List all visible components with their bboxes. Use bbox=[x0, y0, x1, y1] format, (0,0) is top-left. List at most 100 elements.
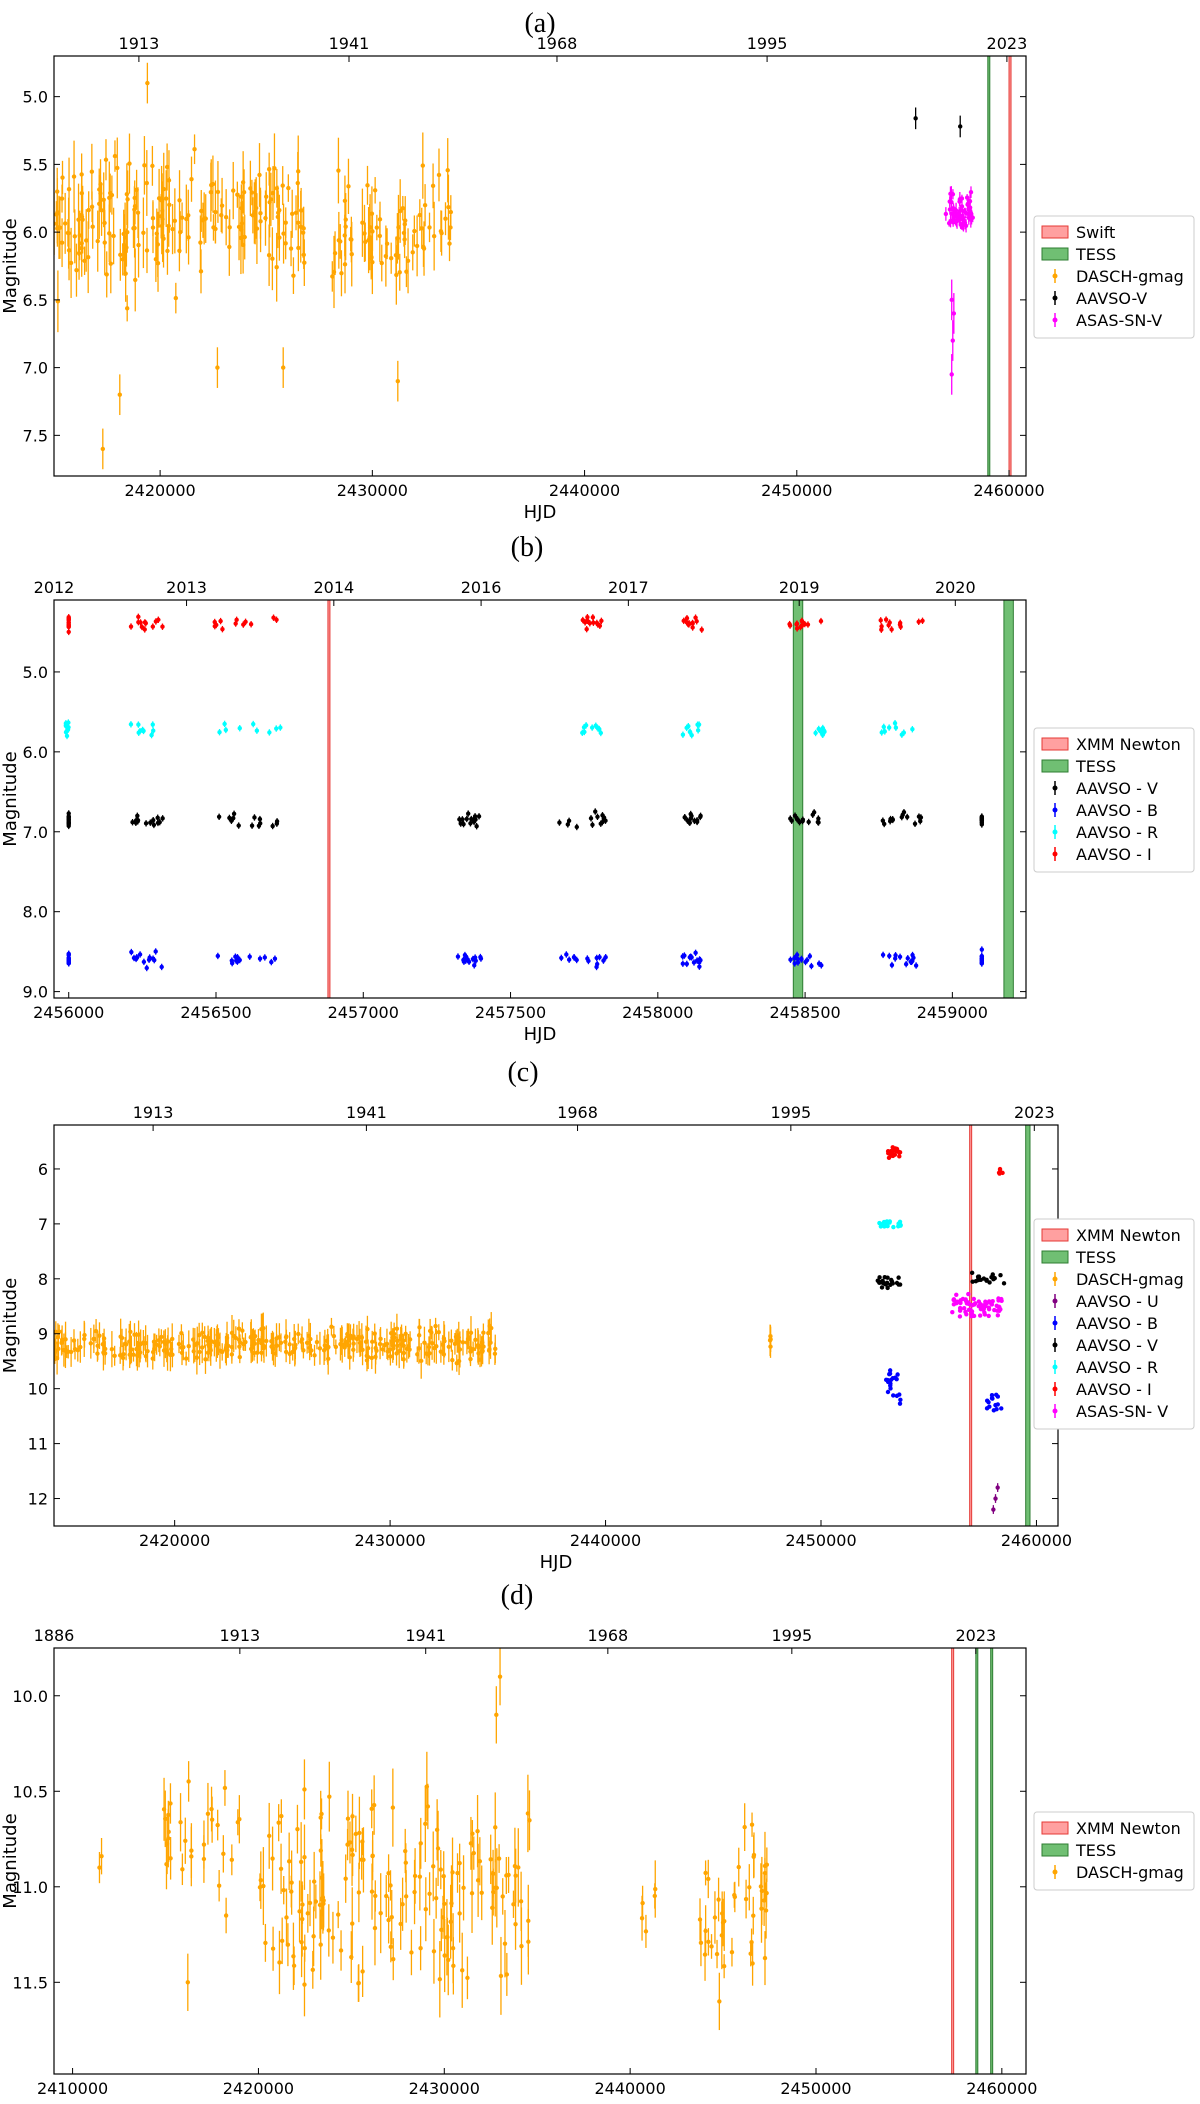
data-point bbox=[76, 217, 81, 222]
data-point bbox=[588, 816, 594, 821]
data-point bbox=[732, 1894, 738, 1900]
data-point bbox=[881, 724, 886, 730]
data-point bbox=[112, 1353, 117, 1358]
data-point bbox=[129, 949, 134, 955]
data-point bbox=[913, 116, 918, 121]
data-point bbox=[417, 212, 423, 218]
data-point bbox=[217, 729, 222, 735]
data-point bbox=[446, 1344, 452, 1349]
data-point bbox=[946, 220, 952, 226]
data-point bbox=[456, 1338, 462, 1344]
top-tick-label: 1941 bbox=[346, 1103, 387, 1122]
tess-band-2 bbox=[990, 1648, 994, 2074]
data-point bbox=[449, 1338, 454, 1343]
data-point bbox=[257, 956, 263, 961]
data-point bbox=[706, 1939, 711, 1945]
series-aavso-r bbox=[63, 719, 915, 740]
data-point bbox=[372, 188, 378, 193]
data-point bbox=[220, 1349, 225, 1355]
data-point bbox=[460, 1340, 466, 1345]
data-point bbox=[975, 1274, 981, 1279]
data-point bbox=[141, 1340, 146, 1345]
data-point bbox=[978, 1306, 984, 1312]
data-point bbox=[168, 1856, 173, 1861]
data-point bbox=[951, 1297, 957, 1302]
data-point bbox=[132, 207, 137, 212]
data-point bbox=[372, 1331, 377, 1336]
data-point bbox=[274, 726, 279, 731]
data-point bbox=[468, 821, 473, 826]
data-point bbox=[680, 732, 686, 737]
data-point bbox=[879, 624, 884, 629]
data-point bbox=[962, 220, 968, 226]
data-point bbox=[400, 206, 406, 211]
data-point bbox=[177, 198, 182, 203]
data-point bbox=[216, 1883, 222, 1888]
y-axis-label: Magnitude bbox=[0, 218, 21, 313]
data-point bbox=[276, 1820, 281, 1825]
data-point bbox=[208, 189, 214, 195]
data-point bbox=[712, 1915, 718, 1920]
data-point bbox=[301, 1348, 306, 1353]
data-point bbox=[595, 814, 600, 819]
data-point bbox=[237, 1817, 242, 1822]
data-point bbox=[266, 166, 272, 172]
data-point bbox=[66, 629, 71, 635]
legend-label: ASAS-SN- V bbox=[1076, 1402, 1168, 1421]
data-point bbox=[68, 260, 74, 266]
top-tick-label: 2019 bbox=[779, 578, 820, 597]
data-point bbox=[237, 1354, 242, 1360]
data-point bbox=[263, 1940, 268, 1946]
x-tick-label: 2450000 bbox=[780, 2079, 851, 2098]
plot-frame bbox=[53, 1647, 1027, 2075]
y-tick-label: 9.0 bbox=[23, 983, 48, 1002]
data-point bbox=[84, 238, 89, 243]
data-point bbox=[877, 1220, 882, 1226]
data-point bbox=[281, 365, 286, 370]
data-point bbox=[373, 1893, 378, 1899]
data-point bbox=[427, 225, 432, 230]
data-point bbox=[591, 620, 596, 625]
data-point bbox=[966, 215, 972, 221]
data-point bbox=[342, 262, 348, 267]
data-point bbox=[742, 1824, 747, 1830]
data-point bbox=[358, 1345, 363, 1351]
legend-label: XMM Newton bbox=[1076, 735, 1181, 754]
data-point bbox=[302, 1982, 307, 1987]
data-point bbox=[478, 956, 484, 961]
data-point bbox=[248, 1346, 254, 1352]
data-point bbox=[594, 961, 600, 967]
legend: XMM Newton TESS DASCH-gmag AAVSO - U AAVSO -… bbox=[1033, 1218, 1195, 1430]
data-point bbox=[369, 211, 375, 216]
data-point bbox=[247, 954, 252, 959]
data-point bbox=[159, 198, 165, 204]
data-point bbox=[274, 265, 279, 270]
y-axis-label: Magnitude bbox=[0, 751, 21, 846]
data-point bbox=[377, 233, 383, 239]
data-point bbox=[112, 153, 118, 159]
data-point bbox=[256, 823, 262, 829]
data-point bbox=[574, 824, 579, 830]
data-point bbox=[68, 1349, 74, 1355]
legend-label: AAVSO - V bbox=[1076, 1336, 1158, 1355]
data-point bbox=[984, 1301, 989, 1306]
data-point bbox=[357, 1340, 363, 1346]
data-point bbox=[448, 1919, 453, 1924]
data-point bbox=[903, 961, 909, 967]
data-point bbox=[128, 1329, 133, 1334]
data-point bbox=[304, 1340, 310, 1345]
data-point bbox=[267, 730, 272, 735]
data-point bbox=[371, 1802, 377, 1808]
data-point bbox=[721, 1964, 727, 1969]
data-point bbox=[147, 955, 152, 960]
data-point bbox=[100, 446, 106, 452]
x-tick-label: 2420000 bbox=[124, 481, 195, 500]
data-point bbox=[598, 821, 603, 826]
data-point bbox=[795, 956, 800, 962]
data-point bbox=[329, 1324, 334, 1329]
plot-frame bbox=[53, 55, 1027, 477]
data-point bbox=[270, 823, 275, 829]
legend-swatch-tess bbox=[1041, 247, 1069, 261]
data-point bbox=[497, 1674, 503, 1679]
data-point bbox=[590, 615, 596, 620]
